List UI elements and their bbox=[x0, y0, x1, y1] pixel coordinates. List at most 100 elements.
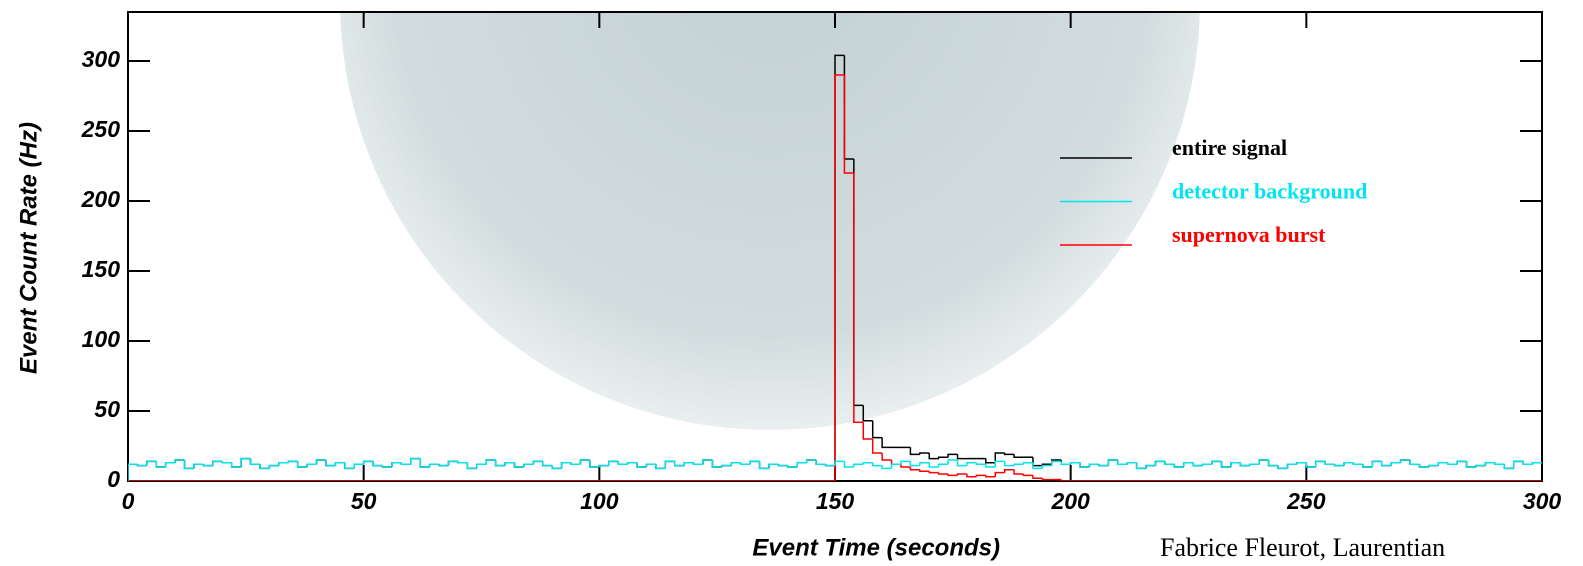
histogram-step bbox=[843, 461, 854, 468]
histogram-step bbox=[1220, 461, 1231, 468]
histogram-step bbox=[787, 465, 798, 468]
histogram-step bbox=[381, 465, 392, 468]
histogram-step bbox=[513, 462, 524, 468]
histogram-step bbox=[438, 464, 449, 467]
histogram-step bbox=[128, 463, 138, 481]
histogram-step bbox=[900, 460, 911, 465]
histogram-step bbox=[1069, 462, 1081, 465]
histogram-step bbox=[249, 458, 260, 465]
histogram-step bbox=[1003, 453, 1015, 456]
x-axis-label: Event Time (seconds) bbox=[752, 534, 1000, 561]
histogram-step bbox=[985, 464, 996, 468]
x-tick-label: 0 bbox=[122, 488, 135, 514]
histogram-step bbox=[994, 452, 1005, 463]
histogram-step bbox=[1315, 460, 1326, 467]
histogram-step bbox=[466, 462, 477, 470]
histogram-step bbox=[1267, 460, 1279, 467]
histogram-step bbox=[1343, 462, 1354, 466]
histogram-step bbox=[834, 460, 845, 466]
histogram-step bbox=[1117, 460, 1128, 465]
background bbox=[340, 12, 1200, 430]
histogram-step bbox=[721, 464, 732, 467]
histogram-step bbox=[985, 458, 996, 464]
histogram-step bbox=[645, 463, 656, 467]
histogram-step bbox=[956, 473, 967, 476]
histogram-step bbox=[1333, 464, 1345, 467]
histogram-step bbox=[504, 462, 515, 466]
histogram-step bbox=[334, 462, 345, 466]
histogram-step bbox=[1135, 462, 1147, 470]
histogram-step bbox=[1428, 464, 1439, 467]
x-tick-label: 100 bbox=[580, 488, 619, 514]
histogram-step bbox=[589, 460, 600, 468]
histogram-step bbox=[683, 462, 694, 466]
histogram-step bbox=[692, 462, 704, 465]
y-tick-label: 200 bbox=[81, 186, 121, 212]
histogram-step bbox=[494, 460, 506, 467]
histogram-step bbox=[193, 463, 204, 469]
histogram-step bbox=[758, 461, 770, 470]
histogram-step bbox=[570, 462, 581, 465]
histogram-step bbox=[1051, 460, 1062, 466]
histogram-step bbox=[268, 464, 279, 469]
histogram-step bbox=[815, 460, 826, 465]
x-tick-label: 200 bbox=[1050, 488, 1090, 514]
histogram-step bbox=[523, 463, 534, 467]
histogram-step bbox=[136, 464, 147, 467]
histogram-step bbox=[1484, 462, 1495, 466]
histogram-step bbox=[956, 454, 967, 460]
histogram-step bbox=[1107, 459, 1118, 466]
histogram-step bbox=[994, 471, 1005, 477]
histogram-step bbox=[1003, 469, 1015, 473]
histogram-step bbox=[824, 464, 835, 467]
histogram-step bbox=[1456, 460, 1467, 465]
legend-label: entire signal bbox=[1172, 135, 1287, 160]
histogram-step bbox=[1352, 462, 1363, 465]
histogram-step bbox=[1107, 459, 1118, 466]
histogram-step bbox=[1286, 463, 1297, 469]
histogram-step bbox=[1494, 462, 1505, 465]
histogram-step bbox=[805, 459, 817, 463]
y-tick-label: 150 bbox=[82, 256, 121, 282]
histogram-step bbox=[1041, 464, 1052, 469]
histogram-step bbox=[937, 463, 949, 467]
histogram-step bbox=[1522, 461, 1533, 465]
histogram-step bbox=[240, 457, 251, 467]
histogram-step bbox=[353, 463, 364, 469]
histogram-step bbox=[1258, 459, 1269, 465]
histogram-step bbox=[1173, 464, 1184, 468]
histogram-step bbox=[1003, 461, 1015, 467]
histogram-step bbox=[730, 462, 741, 466]
histogram-step bbox=[853, 463, 864, 467]
histogram-step bbox=[994, 460, 1005, 467]
histogram-step bbox=[1135, 462, 1147, 470]
histogram-step bbox=[758, 461, 770, 470]
histogram-step bbox=[410, 457, 421, 465]
histogram-step bbox=[1362, 464, 1373, 468]
histogram-step bbox=[909, 447, 920, 456]
histogram-step bbox=[306, 463, 317, 467]
histogram-step bbox=[532, 460, 543, 465]
histogram-step bbox=[494, 460, 506, 467]
histogram-step bbox=[1013, 463, 1024, 466]
histogram-step bbox=[1041, 478, 1052, 481]
histogram-step bbox=[296, 461, 308, 468]
histogram-step bbox=[900, 464, 911, 468]
histogram-step bbox=[975, 462, 986, 465]
y-tick-label: 100 bbox=[82, 326, 121, 352]
x-tick-label: 300 bbox=[1523, 488, 1562, 514]
histogram-step bbox=[485, 459, 496, 465]
histogram-step bbox=[249, 458, 260, 465]
histogram-step bbox=[919, 462, 930, 466]
histogram-step bbox=[1267, 460, 1279, 467]
histogram-step bbox=[947, 474, 958, 477]
histogram-step bbox=[240, 457, 251, 467]
histogram-step bbox=[862, 422, 873, 440]
histogram-step bbox=[947, 453, 958, 458]
histogram-step bbox=[1230, 462, 1241, 467]
histogram-step bbox=[174, 459, 185, 463]
histogram-step bbox=[711, 460, 722, 468]
histogram-step bbox=[937, 472, 949, 475]
histogram-step bbox=[1418, 464, 1429, 468]
histogram-step bbox=[919, 452, 930, 455]
